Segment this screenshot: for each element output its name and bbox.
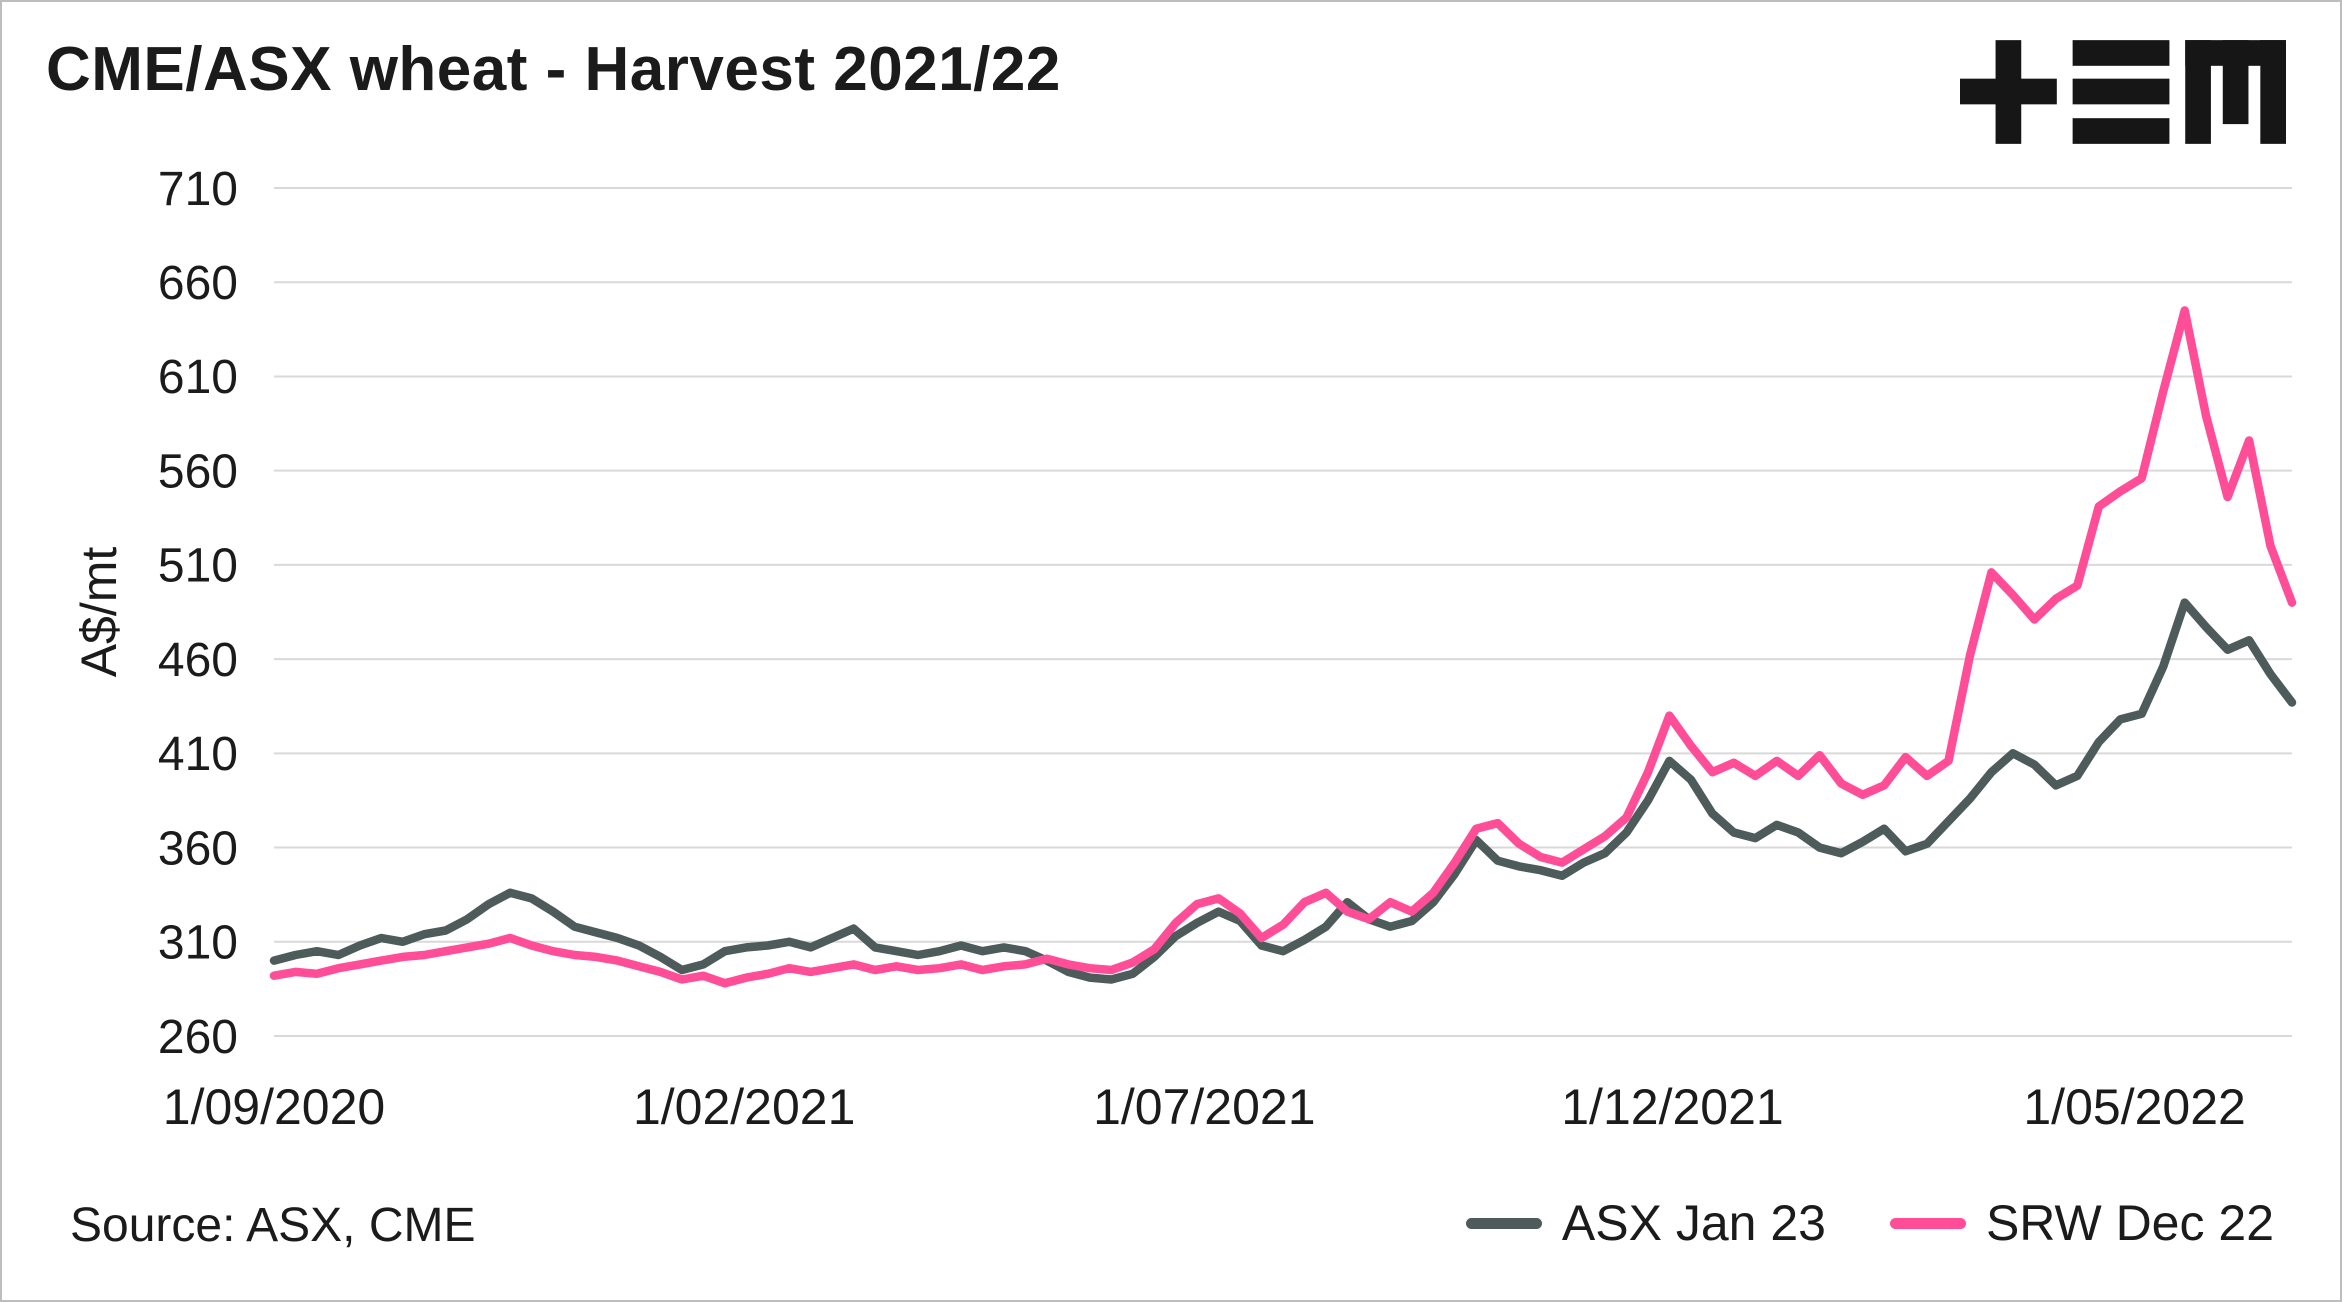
x-tick-label: 1/07/2021 (1093, 1079, 1315, 1135)
y-tick-label: 710 (158, 163, 238, 216)
legend-item-asx: ASX Jan 23 (1465, 1194, 1826, 1252)
y-tick-label: 510 (158, 540, 238, 593)
y-tick-label: 660 (158, 257, 238, 310)
series-line-srw-dec-22 (269, 306, 2297, 988)
y-tick-label: 460 (158, 634, 238, 687)
y-tick-label: 410 (158, 728, 238, 781)
legend-label-srw: SRW Dec 22 (1985, 1195, 2274, 1251)
x-tick-label: 1/09/2020 (163, 1079, 385, 1135)
tem-logo-glyphs (1960, 40, 2286, 144)
y-tick-label: 560 (158, 445, 238, 498)
legend-item-srw: SRW Dec 22 (1889, 1194, 2274, 1252)
tem-logo-icon (1960, 40, 2286, 144)
asx-line-swatch (1465, 1217, 1542, 1229)
legend-label-asx: ASX Jan 23 (1561, 1195, 1826, 1251)
x-tick-label: 1/02/2021 (633, 1079, 855, 1135)
x-tick-label: 1/05/2022 (2023, 1079, 2245, 1135)
series-line-asx-jan-23 (269, 598, 2297, 984)
source-note: Source: ASX, CME (70, 1199, 476, 1252)
chart-title: CME/ASX wheat - Harvest 2021/22 (46, 35, 1061, 104)
x-tick-label: 1/12/2021 (1561, 1079, 1783, 1135)
y-tick-label: 310 (158, 917, 238, 970)
legend: ASX Jan 23 SRW Dec 22 (1465, 1194, 2274, 1252)
y-tick-label: 610 (158, 351, 238, 404)
y-tick-label: 260 (158, 1011, 238, 1064)
y-tick-label: 360 (158, 822, 238, 875)
srw-line-swatch (1889, 1217, 1966, 1229)
